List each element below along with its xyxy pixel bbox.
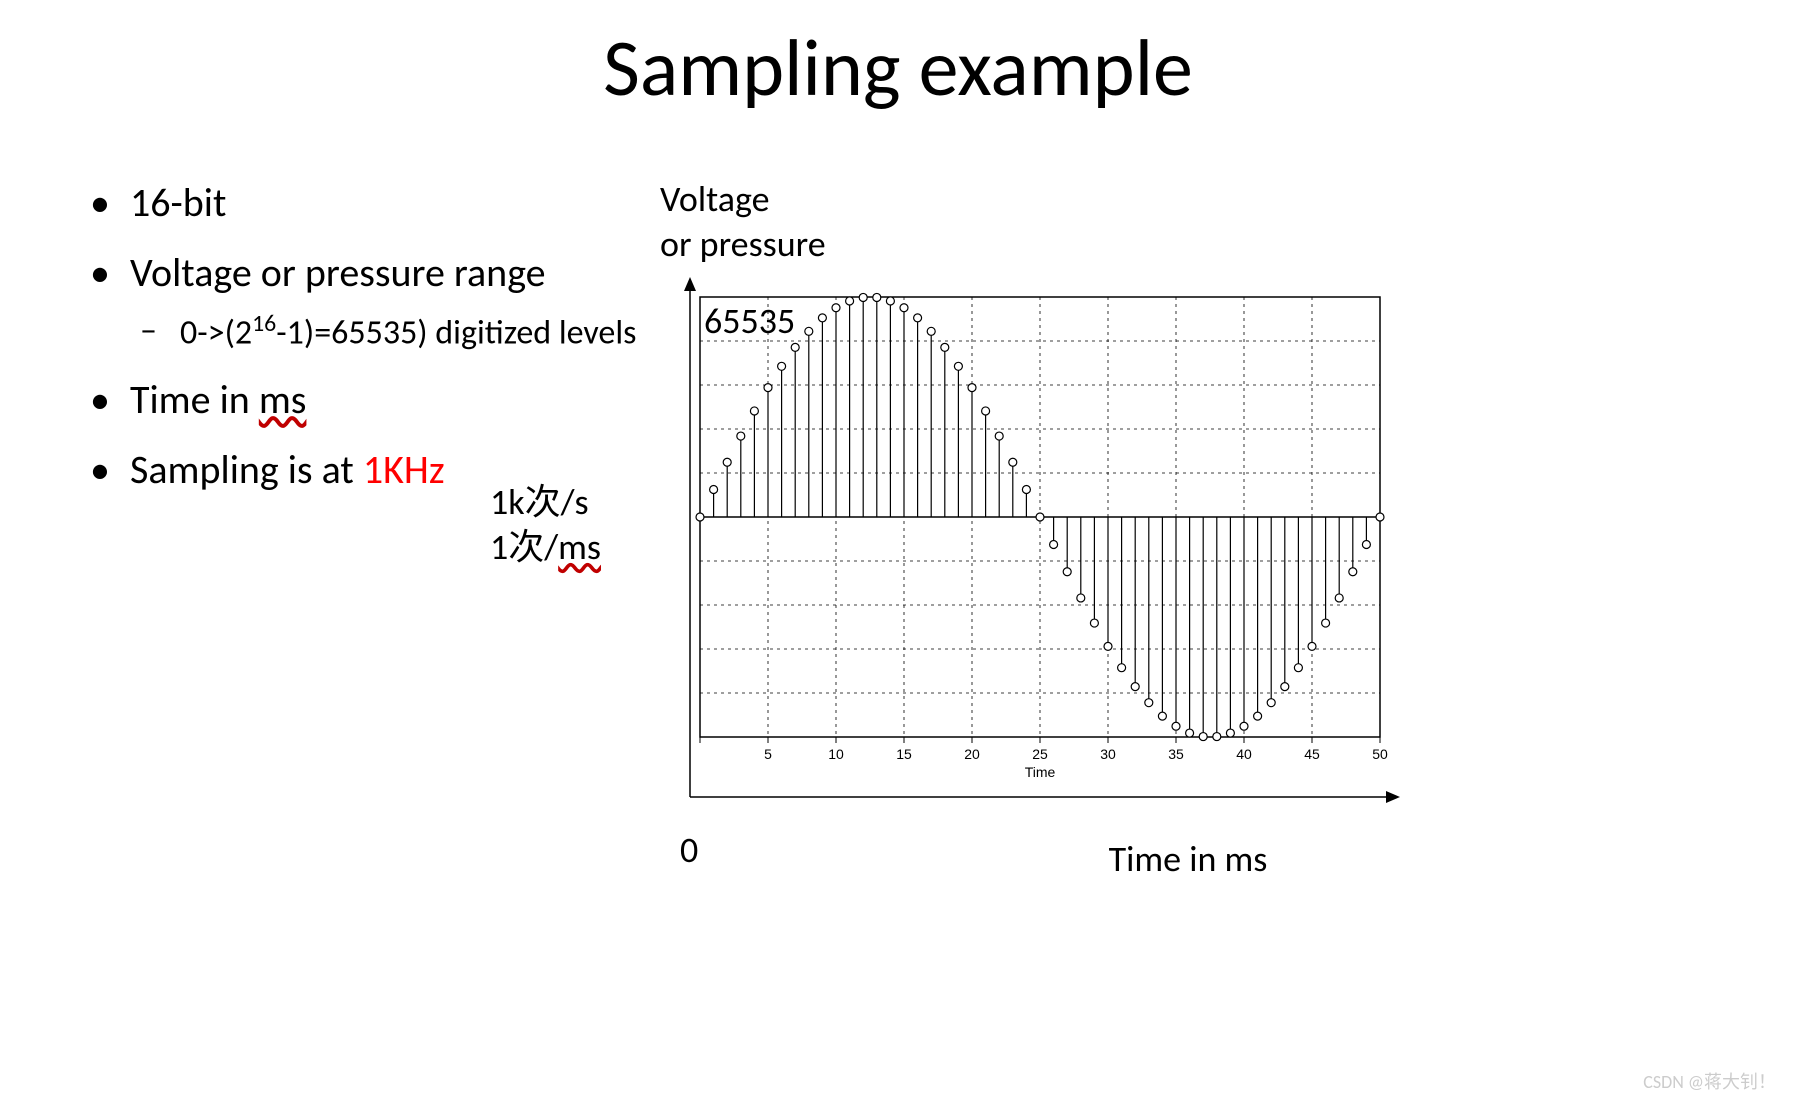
svg-text:20: 20 [964,746,980,762]
bullet-sampling-rate: 1KHz [363,445,445,494]
sub-levels-exp: 16 [252,309,276,338]
chart-ylabel: Voltage or pressure [660,177,1716,267]
chart-column: Voltage or pressure 65535 5 10 15 20 25 30 35 4… [660,177,1716,881]
chart-xlabel: Time in ms [660,837,1716,881]
chart-ymax-label: 65535 [704,299,795,343]
rate-annotation-line2-prefix: 1次/ [490,525,558,569]
svg-text:45: 45 [1304,746,1320,762]
chart-ylabel-line2: or pressure [660,222,1716,267]
svg-text:15: 15 [896,746,912,762]
sub-levels-prefix: 0->(2 [180,312,252,353]
svg-text:30: 30 [1100,746,1116,762]
bullet-column: 16-bit Voltage or pressure range 0->(216… [80,177,660,881]
bullet-16bit: 16-bit [80,177,640,229]
svg-text:40: 40 [1236,746,1252,762]
bullet-voltage-range-text: Voltage or pressure range [130,248,546,297]
rate-annotation-line2: 1次/ms [490,525,601,570]
bullet-time: Time in ms [80,374,640,426]
sampling-chart: 5 10 15 20 25 30 35 40 45 50 Time [660,277,1410,817]
svg-text:10: 10 [828,746,844,762]
content-area: 16-bit Voltage or pressure range 0->(216… [0,177,1796,881]
bullet-voltage-range: Voltage or pressure range 0->(216-1)=655… [80,247,640,356]
svg-text:50: 50 [1372,746,1388,762]
svg-text:Time: Time [1025,764,1056,780]
page-title: Sampling example [0,20,1796,117]
svg-text:25: 25 [1032,746,1048,762]
rate-annotation: 1k次/s 1次/ms [490,480,601,570]
chart-ylabel-line1: Voltage [660,177,1716,222]
bullet-time-prefix: Time in [130,375,259,424]
sub-bullet-list: 0->(216-1)=65535) digitized levels [130,309,640,356]
watermark: CSDN @蒋大钊！ [1643,1068,1776,1094]
svg-text:35: 35 [1168,746,1184,762]
svg-text:5: 5 [764,746,772,762]
bullet-time-ms: ms [259,375,307,424]
chart-wrap: 65535 5101520253035404550Time 0 [660,277,1716,822]
bullet-sampling-prefix: Sampling is at [130,445,363,494]
sub-bullet-levels: 0->(216-1)=65535) digitized levels [130,309,640,356]
rate-annotation-line1: 1k次/s [490,480,601,525]
rate-annotation-line2-ms: ms [558,525,601,569]
bullet-list: 16-bit Voltage or pressure range 0->(216… [80,177,640,496]
sub-levels-suffix: -1)=65535) digitized levels [276,312,636,353]
chart-xzero-label: 0 [680,828,698,872]
